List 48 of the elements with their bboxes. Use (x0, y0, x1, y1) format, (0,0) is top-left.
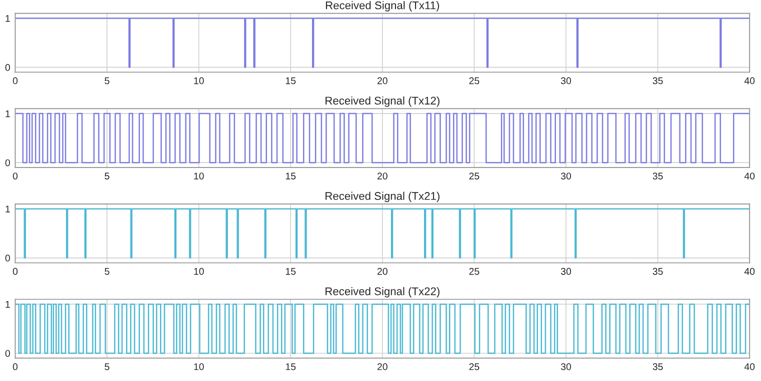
y-tick-label: 1 (6, 206, 10, 212)
x-tick-label: 25 (469, 77, 480, 84)
x-tick-label: 0 (12, 77, 18, 84)
x-tick-label: 15 (286, 363, 296, 370)
x-tick-label: 25 (469, 268, 480, 275)
x-tick-label: 10 (194, 363, 204, 370)
x-tick-label: 30 (560, 268, 572, 275)
chart-title: Received Signal (Tx12) (326, 96, 440, 107)
x-tick-label: 35 (652, 77, 663, 84)
y-tick-label: 0 (5, 350, 10, 357)
x-tick-label: 20 (377, 77, 388, 84)
chart-title: Received Signal (Tx22) (326, 287, 440, 298)
x-tick-label: 35 (652, 363, 663, 370)
x-tick-label: 25 (469, 363, 480, 370)
x-tick-label: 5 (104, 268, 110, 275)
x-tick-label: 0 (12, 172, 18, 180)
y-tick-label: 0 (5, 64, 10, 71)
x-tick-label: 35 (652, 172, 663, 180)
x-tick-label: 30 (560, 172, 572, 180)
x-tick-label: 25 (469, 172, 480, 180)
x-tick-label: 15 (286, 172, 296, 180)
x-tick-label: 30 (560, 77, 572, 84)
x-tick-label: 20 (377, 172, 388, 180)
x-tick-label: 0 (12, 268, 18, 275)
y-tick-label: 1 (6, 15, 10, 22)
y-tick-label: 1 (6, 110, 10, 118)
x-tick-label: 30 (560, 363, 572, 370)
x-tick-label: 10 (194, 77, 204, 84)
x-tick-label: 40 (744, 363, 755, 370)
x-tick-label: 5 (104, 363, 110, 370)
x-tick-label: 20 (377, 268, 388, 275)
x-tick-label: 10 (194, 172, 204, 180)
x-tick-label: 10 (194, 268, 204, 275)
x-tick-label: 35 (652, 268, 663, 275)
y-tick-label: 0 (5, 159, 10, 166)
x-tick-label: 40 (744, 172, 755, 180)
chart-title: Received Signal (Tx21) (326, 192, 440, 202)
x-tick-label: 5 (104, 172, 110, 180)
y-tick-label: 0 (5, 254, 10, 262)
x-tick-label: 15 (286, 268, 296, 275)
y-tick-label: 1 (6, 301, 10, 308)
x-tick-label: 0 (12, 363, 18, 370)
x-tick-label: 40 (744, 268, 755, 275)
x-tick-label: 20 (377, 363, 388, 370)
chart-title: Received Signal (Tx11) (326, 1, 440, 12)
x-tick-label: 15 (286, 77, 296, 84)
x-tick-label: 40 (744, 77, 755, 84)
x-tick-label: 5 (104, 77, 110, 84)
